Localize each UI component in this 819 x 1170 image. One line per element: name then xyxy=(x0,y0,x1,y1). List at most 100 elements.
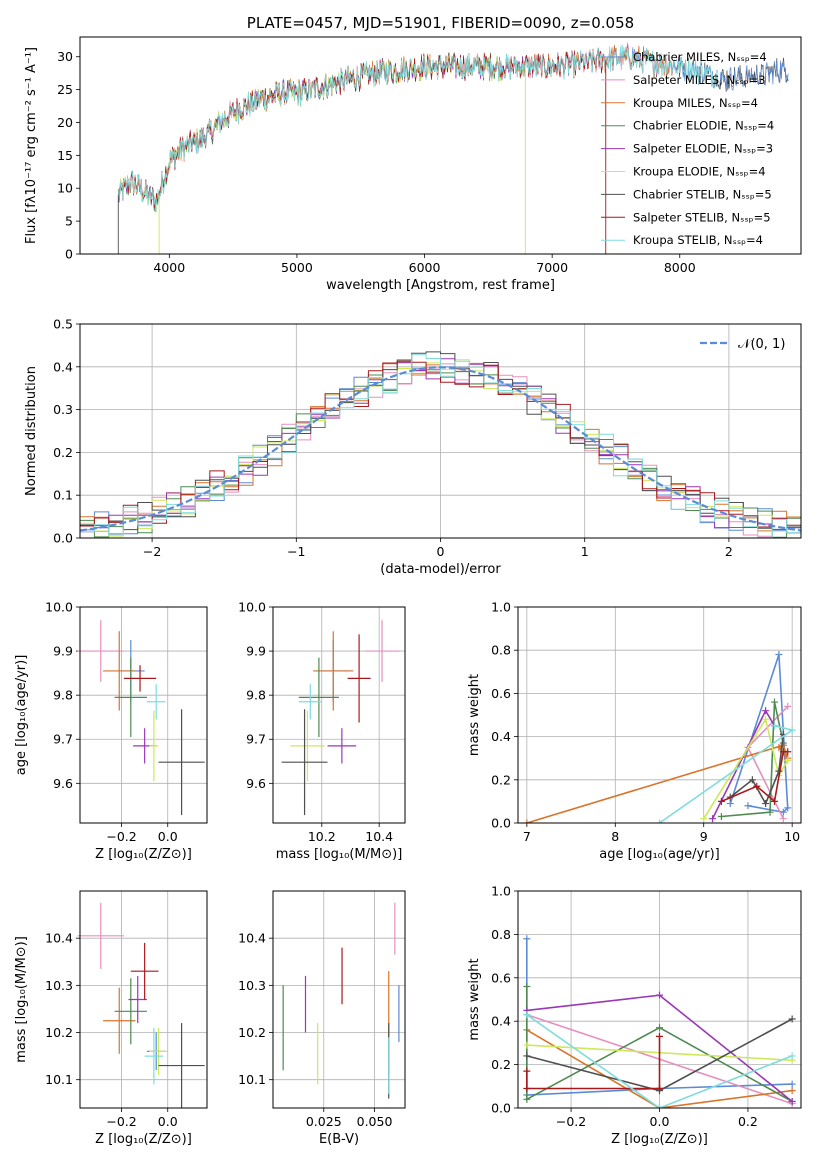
y-tick-label: 1.0 xyxy=(491,600,511,615)
y-tick-label: 0.2 xyxy=(53,445,73,460)
y-axis-label: Normed distribution xyxy=(24,366,39,496)
data-point xyxy=(123,665,157,692)
x-axis-label: E(B-V) xyxy=(319,1132,359,1147)
data-point xyxy=(149,710,159,782)
y-tick-label: 10.1 xyxy=(238,1072,266,1087)
y-tick-label: 25 xyxy=(57,82,73,97)
x-tick-label: 8000 xyxy=(664,260,696,275)
axes-frame xyxy=(272,890,406,1109)
point-marker xyxy=(717,813,725,821)
axes-frame xyxy=(79,36,802,255)
y-tick-label: 0.2 xyxy=(491,772,511,787)
error-bars xyxy=(282,902,400,1099)
point-marker xyxy=(656,1032,663,1040)
y-tick-label: 0.0 xyxy=(491,1101,511,1116)
legend-entry: 𝒩(0, 1) xyxy=(738,337,785,352)
ticks: −0.2 0.0 0.2 0.0 0.2 0.4 0.6 0.8 1.0 xyxy=(491,884,758,1130)
y-tick-label: 10.3 xyxy=(238,978,266,993)
y-tick-label: 0.5 xyxy=(53,317,73,332)
panel-age-vs-mass: 10.2 10.4 9.6 9.7 9.8 9.9 10.0 mass [log₁₀(M/M⊙… xyxy=(238,600,406,862)
y-tick-label: 9.9 xyxy=(246,644,266,659)
axes-frame xyxy=(517,606,802,824)
data-point xyxy=(158,709,205,816)
x-axis-label: wavelength [Angstrom, rest frame] xyxy=(326,278,555,293)
point-marker xyxy=(788,1097,796,1105)
x-tick-label: 0 xyxy=(437,544,445,559)
data-point xyxy=(77,902,124,969)
y-axis-label: mass weight xyxy=(467,674,482,756)
legend-entry: Chabrier STELIB, Nₛₛₚ=5 xyxy=(633,187,772,201)
data-point xyxy=(158,1023,205,1108)
x-tick-label: 4000 xyxy=(153,260,185,275)
x-tick-label: 10.4 xyxy=(365,829,393,844)
data-point xyxy=(327,728,357,764)
x-tick-label: −0.2 xyxy=(106,1114,136,1129)
series-line xyxy=(526,744,789,823)
ticks: −0.2 0.0 9.6 9.7 9.8 9.9 10.0 xyxy=(45,600,178,845)
point-marker xyxy=(656,991,663,999)
x-tick-label: 0.050 xyxy=(357,1114,393,1129)
axes-frame xyxy=(517,890,802,1109)
y-tick-label: 9.7 xyxy=(246,732,266,747)
legend: 𝒩(0, 1) xyxy=(700,337,785,352)
point-marker xyxy=(770,797,778,805)
x-tick-label: 0.025 xyxy=(306,1114,342,1129)
y-tick-label: 10.1 xyxy=(45,1072,73,1087)
point-marker xyxy=(784,748,792,756)
point-marker xyxy=(779,808,787,816)
spectrum-series xyxy=(117,45,719,211)
data-point xyxy=(281,709,328,816)
data-point xyxy=(298,684,322,720)
y-tick-label: 0.3 xyxy=(53,402,73,417)
axes-frame xyxy=(79,890,208,1109)
point-marker xyxy=(788,1052,796,1060)
point-marker xyxy=(766,808,774,816)
point-marker xyxy=(523,1052,531,1060)
x-tick-label: 0.2 xyxy=(738,1114,758,1129)
point-marker xyxy=(770,722,778,730)
y-tick-label: 9.6 xyxy=(53,776,73,791)
x-tick-label: 2 xyxy=(725,544,733,559)
point-marker xyxy=(762,715,770,723)
point-marker xyxy=(775,651,783,659)
y-tick-label: 0.4 xyxy=(53,359,73,374)
y-tick-label: 9.7 xyxy=(53,732,73,747)
grid xyxy=(80,606,207,823)
x-tick-label: 0.0 xyxy=(158,1114,178,1129)
y-axis-label: mass weight xyxy=(467,958,482,1040)
panel-spectrum: 4000 5000 6000 7000 8000 0 5 10 15 20 25 30 waveleng… xyxy=(24,14,802,293)
y-tick-label: 0.6 xyxy=(491,686,511,701)
x-tick-label: 7 xyxy=(523,829,531,844)
y-tick-label: 0.6 xyxy=(491,970,511,985)
data-point xyxy=(114,978,147,1045)
point-marker xyxy=(788,1080,796,1088)
ticks: −0.2 0.0 10.1 10.2 10.3 10.4 xyxy=(45,931,178,1129)
data-point xyxy=(149,1027,168,1075)
series-line xyxy=(703,717,789,820)
legend-entry: Salpeter MILES, Nₛₛₚ=3 xyxy=(633,73,766,87)
point-marker xyxy=(523,1095,531,1103)
x-axis-label: Z [log₁₀(Z/Z⊙)] xyxy=(95,847,192,862)
point-marker xyxy=(788,726,796,734)
y-tick-label: 5 xyxy=(65,214,73,229)
y-tick-label: 20 xyxy=(57,115,73,130)
x-tick-label: −2 xyxy=(143,544,161,559)
legend-entry: Chabrier ELODIE, Nₛₛₚ=4 xyxy=(633,119,774,133)
data-point xyxy=(128,975,147,1024)
y-tick-label: 0.8 xyxy=(491,643,511,658)
x-tick-label: 10 xyxy=(784,829,800,844)
panel-age-vs-metallicity: −0.2 0.0 9.6 9.7 9.8 9.9 10.0 Z [log₁₀(Z/Z⊙)] ag… xyxy=(14,600,208,862)
y-tick-label: 10.2 xyxy=(45,1025,73,1040)
point-marker xyxy=(779,815,787,823)
x-axis-label: (data-model)/error xyxy=(380,562,501,577)
data-point xyxy=(103,987,136,1054)
point-marker xyxy=(656,1024,663,1032)
point-marker xyxy=(744,802,752,810)
axes-frame xyxy=(79,606,208,824)
x-axis-label: age [log₁₀(age/yr)] xyxy=(599,847,720,862)
y-tick-label: 15 xyxy=(57,148,73,163)
y-axis-label: Flux [fλ10⁻¹⁷ erg cm⁻² s⁻¹ A⁻¹] xyxy=(24,47,39,244)
point-marker xyxy=(523,982,531,990)
y-tick-label: 10.2 xyxy=(238,1025,266,1040)
series-line xyxy=(721,701,785,818)
